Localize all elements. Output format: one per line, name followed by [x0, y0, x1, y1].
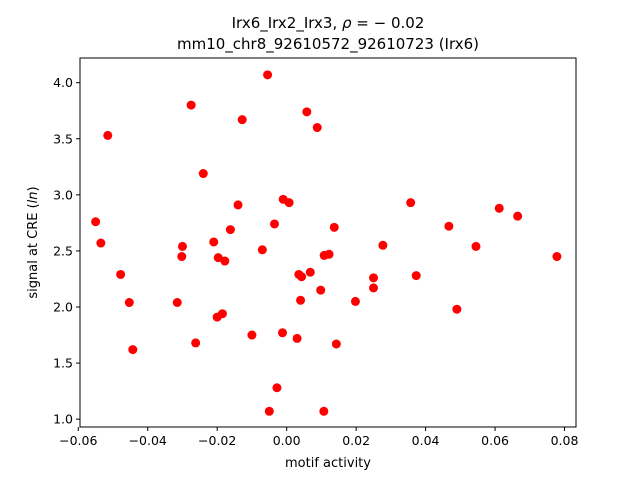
data-point-1	[186, 100, 196, 110]
x-tick-label: 0.06	[481, 433, 509, 448]
data-point-41	[172, 298, 182, 308]
y-tick-label: 4.0	[53, 75, 73, 90]
x-tick-label: −0.06	[59, 433, 97, 448]
data-point-52	[264, 406, 274, 416]
x-tick-label: −0.04	[129, 433, 167, 448]
chart-title-rho: ρ	[342, 14, 352, 32]
data-point-25	[319, 250, 329, 260]
data-point-15	[444, 221, 454, 231]
data-point-49	[331, 339, 341, 349]
y-axis-label-prefix: signal at CRE (	[26, 203, 41, 298]
data-point-44	[212, 312, 222, 322]
data-point-13	[91, 217, 101, 227]
x-tick-label: 0.02	[342, 433, 370, 448]
data-point-5	[103, 130, 113, 140]
data-point-35	[369, 273, 379, 283]
y-axis-label: signal at CRE (ln)	[26, 186, 41, 298]
data-point-14	[270, 219, 280, 229]
chart-title-suffix: = − 0.02	[352, 14, 425, 32]
chart-title-prefix: Irx6_Irx2_Irx3,	[232, 14, 342, 33]
data-point-29	[220, 256, 230, 266]
y-tick-label: 1.0	[53, 412, 73, 427]
data-point-18	[209, 237, 219, 247]
data-point-20	[378, 240, 388, 250]
data-point-47	[292, 333, 302, 343]
data-point-33	[411, 271, 421, 281]
data-point-19	[96, 238, 106, 248]
y-axis-ticks: 1.0 1.5 2.0 2.5 3.0 3.5 4.0	[53, 75, 80, 427]
data-point-10	[233, 200, 243, 210]
data-point-16	[329, 222, 339, 232]
x-tick-label: −0.02	[198, 433, 236, 448]
data-point-26	[552, 252, 562, 262]
y-tick-label: 3.5	[53, 131, 73, 146]
data-point-38	[296, 295, 306, 305]
data-point-40	[124, 298, 134, 308]
data-point-34	[297, 272, 307, 282]
data-point-21	[177, 241, 187, 251]
data-point-9	[406, 198, 416, 208]
x-tick-label: 0.08	[551, 433, 579, 448]
data-point-27	[177, 252, 187, 262]
y-axis-label-italic: ln	[26, 191, 41, 203]
data-point-39	[350, 296, 360, 306]
plot-area	[91, 70, 562, 416]
data-point-0	[263, 70, 273, 80]
chart-title-line1: Irx6_Irx2_Irx3, ρ = − 0.02	[232, 14, 425, 33]
data-point-23	[257, 245, 267, 255]
data-point-22	[471, 241, 481, 251]
data-point-6	[198, 169, 208, 179]
data-point-4	[312, 123, 322, 133]
data-point-48	[191, 338, 201, 348]
chart-title-line2: mm10_chr8_92610572_92610723 (Irx6)	[177, 35, 479, 54]
y-tick-label: 2.5	[53, 243, 73, 258]
data-point-37	[316, 285, 326, 295]
data-point-46	[247, 330, 257, 340]
data-point-3	[237, 115, 247, 125]
data-point-45	[277, 328, 287, 338]
x-tick-label: 0.00	[273, 433, 301, 448]
y-tick-label: 3.0	[53, 187, 73, 202]
data-point-50	[128, 345, 138, 355]
data-point-17	[225, 225, 235, 235]
data-point-53	[319, 406, 329, 416]
data-point-2	[302, 107, 312, 117]
data-point-30	[305, 267, 315, 277]
data-point-36	[369, 283, 379, 293]
y-tick-label: 1.5	[53, 356, 73, 371]
data-point-42	[452, 304, 462, 314]
x-axis-label: motif activity	[285, 456, 371, 471]
y-axis-label-suffix: )	[26, 186, 41, 191]
data-point-32	[116, 269, 126, 279]
data-point-12	[513, 211, 523, 221]
x-tick-label: 0.04	[412, 433, 440, 448]
data-point-11	[494, 203, 504, 213]
data-point-51	[272, 383, 282, 393]
data-point-8	[284, 198, 294, 208]
plot-frame	[79, 57, 577, 428]
x-axis-ticks: −0.06 −0.04 −0.02 0.00 0.02 0.04 0.06 0.08	[59, 427, 578, 448]
y-tick-label: 2.0	[53, 299, 73, 314]
